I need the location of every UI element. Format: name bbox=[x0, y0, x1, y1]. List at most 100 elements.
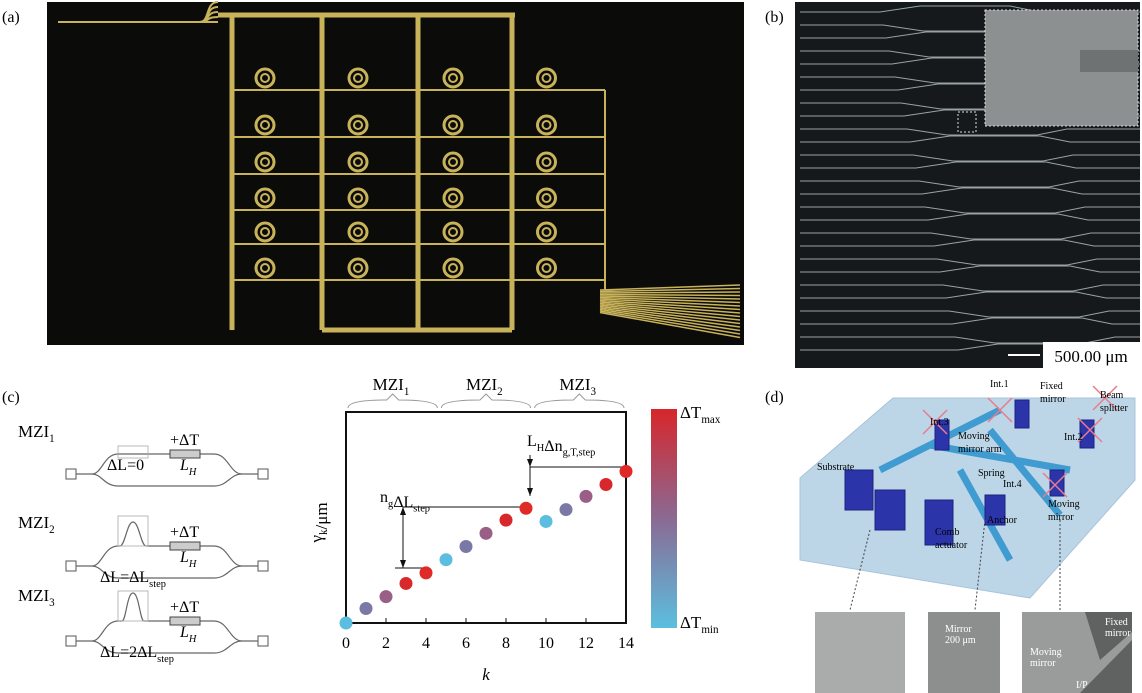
inset-label: I/P bbox=[1076, 680, 1088, 691]
group-brace bbox=[348, 394, 437, 408]
x-tick-label: 0 bbox=[342, 635, 350, 652]
text-part: ΔT bbox=[680, 613, 702, 632]
part-label: Substrate bbox=[817, 462, 855, 473]
port bbox=[66, 469, 76, 479]
subscript: H bbox=[188, 467, 197, 478]
inset-label: mirror bbox=[1105, 628, 1131, 639]
port bbox=[258, 636, 268, 646]
subscript: 3 bbox=[591, 386, 597, 398]
label: MZI1 bbox=[18, 422, 55, 445]
x-tick-label: 6 bbox=[462, 635, 470, 652]
part-label: mirror arm bbox=[958, 444, 1002, 455]
text-part: MZI bbox=[559, 375, 591, 394]
label: ΔL=ΔLstep bbox=[100, 569, 166, 590]
part-label: Comb bbox=[935, 527, 959, 538]
text-part: ΔT bbox=[680, 403, 702, 422]
data-point bbox=[520, 502, 533, 515]
colorbar bbox=[651, 409, 677, 628]
text-part: ΔL=ΔL bbox=[100, 569, 149, 586]
text-part: Δn bbox=[544, 438, 562, 455]
part-label: Fixed bbox=[1040, 381, 1063, 392]
x-tick-label: 10 bbox=[538, 635, 554, 652]
arm bbox=[92, 474, 242, 486]
subscript: 3 bbox=[49, 597, 55, 609]
text-part: +ΔT bbox=[170, 432, 199, 449]
data-point bbox=[440, 553, 453, 566]
arm bbox=[76, 454, 258, 474]
text-part: MZI bbox=[18, 513, 50, 532]
delta-l-box bbox=[118, 591, 148, 621]
waveguide bbox=[600, 292, 740, 293]
subscript: min bbox=[701, 624, 719, 636]
data-point bbox=[360, 602, 373, 615]
x-tick-label: 4 bbox=[422, 635, 430, 652]
data-point bbox=[340, 617, 353, 630]
inset-label: Moving bbox=[1030, 647, 1062, 658]
label: MZI1 bbox=[373, 375, 410, 398]
text-part: MZI bbox=[466, 375, 498, 394]
text-part: +ΔT bbox=[170, 599, 199, 616]
text-part: ΔL=2ΔL bbox=[100, 644, 157, 661]
label: MZI2 bbox=[18, 513, 55, 536]
text-part: MZI bbox=[18, 422, 50, 441]
part-label: Moving bbox=[1048, 499, 1080, 510]
part-label: Int.4 bbox=[1003, 479, 1022, 490]
part-label: Moving bbox=[958, 431, 990, 442]
port bbox=[258, 561, 268, 571]
data-point bbox=[580, 490, 593, 503]
subscript: H bbox=[188, 634, 197, 645]
block bbox=[925, 500, 953, 545]
part-label: Int.3 bbox=[930, 417, 949, 428]
label: +ΔT bbox=[170, 599, 199, 616]
sem-1 bbox=[815, 612, 905, 693]
text-part: MZI bbox=[373, 375, 405, 394]
text-part: /μm bbox=[312, 502, 331, 529]
x-axis-label: k bbox=[482, 665, 490, 684]
x-tick-label: 12 bbox=[578, 635, 594, 652]
subscript: g,T,step bbox=[563, 448, 596, 459]
label: MZI3 bbox=[18, 586, 55, 609]
part-label: Int.1 bbox=[990, 379, 1009, 390]
data-point bbox=[540, 515, 553, 528]
port bbox=[258, 469, 268, 479]
group-brace bbox=[535, 394, 624, 408]
subscript: H bbox=[188, 559, 197, 570]
part-label: Anchor bbox=[987, 515, 1018, 526]
data-point bbox=[560, 503, 573, 516]
text-part: L bbox=[179, 549, 189, 566]
text-part: L bbox=[179, 624, 189, 641]
arm bbox=[76, 593, 258, 641]
data-point bbox=[620, 465, 633, 478]
x-tick-label: 14 bbox=[618, 635, 634, 652]
figure: (a)(b)(c)(d)500.00 μmMZI1+ΔTLHΔL=0MZI2+Δ… bbox=[0, 0, 1142, 693]
label: ΔTmax bbox=[680, 403, 721, 426]
block bbox=[1015, 400, 1029, 428]
part-label: Beam bbox=[1100, 390, 1124, 401]
panel-label: (a) bbox=[2, 9, 20, 26]
text-part: ΔL bbox=[393, 494, 413, 511]
label: ΔL=0 bbox=[107, 457, 144, 474]
data-point bbox=[400, 577, 413, 590]
data-point bbox=[460, 540, 473, 553]
block bbox=[845, 470, 873, 510]
label: MZI2 bbox=[466, 375, 503, 398]
part-label: mirror bbox=[1040, 394, 1066, 405]
label: ΔTmin bbox=[680, 613, 719, 636]
diagram-d: Int.1FixedmirrorBeamsplitterInt.3Movingm… bbox=[800, 379, 1135, 693]
inset-feature bbox=[1080, 50, 1138, 72]
page: (a)(b)(c)(d)500.00 μmMZI1+ΔTLHΔL=0MZI2+Δ… bbox=[0, 0, 1142, 693]
data-point bbox=[500, 514, 513, 527]
panel-label: (d) bbox=[765, 389, 784, 406]
x-tick-label: 2 bbox=[382, 635, 390, 652]
panel-label: (b) bbox=[765, 9, 784, 26]
subscript: step bbox=[413, 504, 430, 515]
scale-bar: 500.00 μm bbox=[1054, 347, 1127, 366]
arm bbox=[76, 522, 258, 566]
label: LH bbox=[179, 624, 197, 645]
subscript: 1 bbox=[404, 386, 410, 398]
block bbox=[875, 490, 905, 530]
part-label: Int.2 bbox=[1064, 432, 1083, 443]
label: γk/μm bbox=[307, 502, 331, 543]
port bbox=[66, 561, 76, 571]
subscript: max bbox=[701, 414, 720, 426]
